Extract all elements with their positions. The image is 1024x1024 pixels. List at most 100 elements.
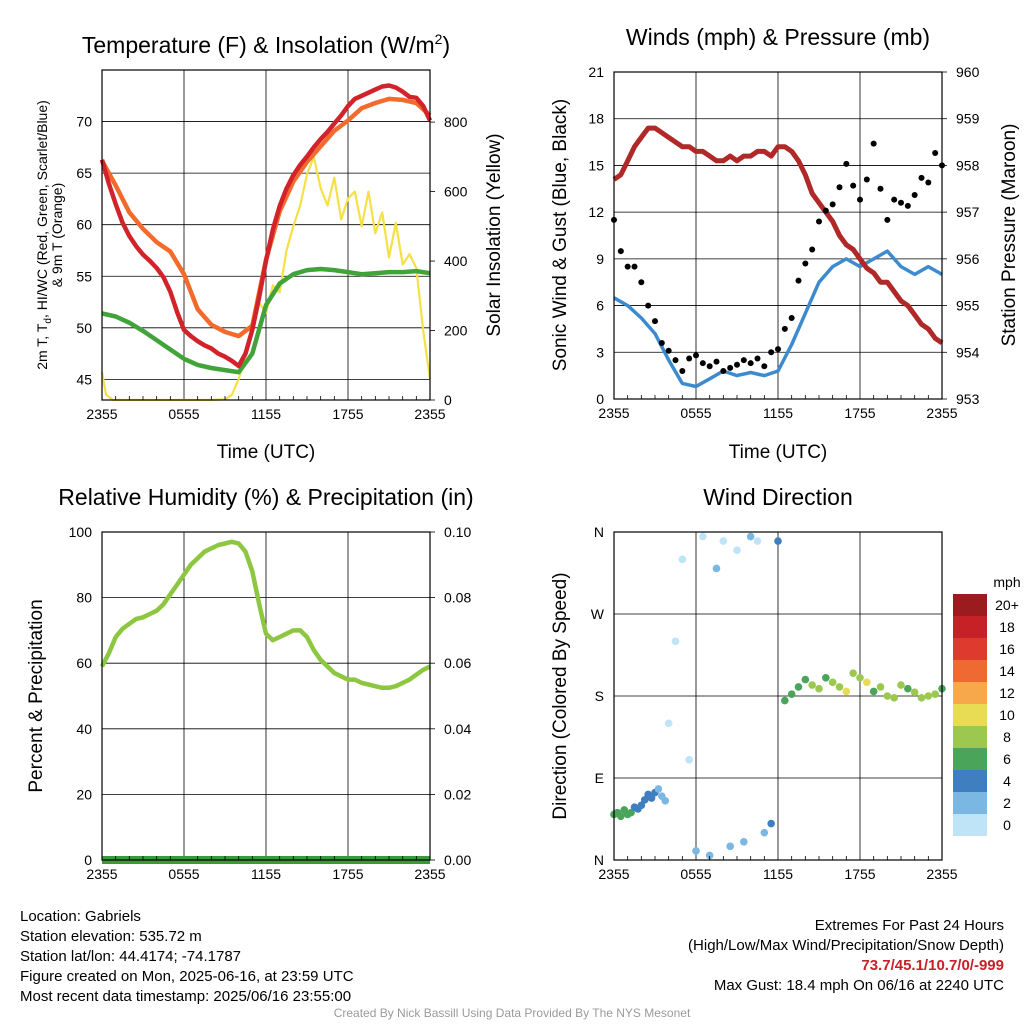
sonic-wind-line bbox=[613, 249, 943, 389]
x-tick-label: 2355 bbox=[598, 866, 629, 882]
gust-point bbox=[699, 360, 706, 367]
y-tick-label: 3 bbox=[596, 344, 604, 360]
gust-point bbox=[816, 218, 822, 225]
y-right-tick-label: 0.08 bbox=[444, 590, 471, 606]
gust-point bbox=[658, 339, 665, 346]
direction-point bbox=[822, 673, 830, 682]
x-tick-label: 1755 bbox=[844, 405, 875, 421]
gust-point bbox=[836, 184, 843, 191]
gust-point bbox=[775, 346, 781, 353]
direction-point bbox=[692, 847, 700, 855]
gust-point bbox=[720, 367, 727, 374]
x-tick-label: 2355 bbox=[598, 405, 629, 421]
y-right-tick-label: 956 bbox=[956, 251, 980, 267]
y-tick-label: 50 bbox=[76, 320, 92, 336]
direction-point bbox=[627, 808, 635, 817]
gust-point bbox=[638, 279, 645, 286]
gust-point bbox=[925, 179, 932, 186]
colorbar-label: 20+ bbox=[995, 597, 1019, 613]
y-right-tick-label: 958 bbox=[956, 157, 980, 173]
x-tick-label: 0555 bbox=[680, 405, 711, 421]
extremes-legend: (High/Low/Max Wind/Precipitation/Snow De… bbox=[688, 937, 1004, 954]
direction-point bbox=[774, 537, 782, 545]
y-tick-label: 20 bbox=[76, 786, 92, 802]
y-axis-label-right: Station Pressure (Maroon) bbox=[999, 124, 1020, 347]
direction-point bbox=[685, 755, 693, 764]
direction-point bbox=[726, 842, 734, 851]
x-tick-label: 2355 bbox=[86, 406, 117, 422]
extremes-info: Extremes For Past 24 Hours (High/Low/Max… bbox=[688, 916, 1004, 996]
y-tick-label: E bbox=[595, 770, 604, 786]
y-tick-label: 45 bbox=[76, 371, 92, 387]
colorbar-swatch bbox=[953, 748, 987, 770]
y-right-tick-label: 960 bbox=[956, 64, 980, 80]
gust-point bbox=[822, 207, 829, 214]
panel-title: Relative Humidity (%) & Precipitation (i… bbox=[58, 484, 473, 510]
y-tick-label: W bbox=[591, 606, 605, 622]
y-right-tick-label: 200 bbox=[444, 323, 468, 339]
gust-point bbox=[761, 363, 768, 370]
colorbar-label: 16 bbox=[999, 641, 1015, 657]
x-tick-label: 1755 bbox=[332, 866, 363, 882]
gust-point bbox=[713, 358, 720, 365]
y-tick-label: 15 bbox=[588, 157, 604, 173]
direction-point bbox=[856, 673, 864, 682]
x-axis-label: Time (UTC) bbox=[729, 442, 828, 463]
y-right-tick-label: 953 bbox=[956, 391, 980, 407]
y-tick-label: S bbox=[595, 688, 604, 704]
x-tick-label: 2355 bbox=[86, 866, 117, 882]
gust-point bbox=[645, 302, 652, 309]
direction-point bbox=[671, 637, 680, 646]
gust-point bbox=[932, 149, 939, 156]
direction-point bbox=[794, 683, 803, 691]
colorbar-label: 14 bbox=[999, 663, 1015, 679]
direction-point bbox=[828, 678, 837, 687]
y-tick-label: 9 bbox=[596, 251, 604, 267]
y-right-tick-label: 959 bbox=[956, 111, 980, 127]
x-tick-label: 1155 bbox=[251, 406, 281, 422]
x-tick-label: 2355 bbox=[414, 866, 445, 882]
y-tick-label: 65 bbox=[76, 165, 92, 181]
colorbar-swatch bbox=[953, 792, 987, 814]
direction-point bbox=[699, 532, 707, 541]
direction-point bbox=[815, 684, 823, 693]
direction-point bbox=[863, 678, 871, 687]
gust-point bbox=[734, 361, 740, 368]
direction-point bbox=[904, 684, 912, 693]
direction-point bbox=[753, 537, 762, 545]
extremes-values: 73.7/45.1/10.7/0/-999 bbox=[861, 957, 1004, 974]
winds-pressure-panel: Winds (mph) & Pressure (mb) 2355 0555 1155… bbox=[550, 24, 1020, 463]
colorbar-title: mph bbox=[993, 574, 1020, 590]
gust-point bbox=[857, 196, 863, 203]
y-tick-label: N bbox=[594, 852, 604, 868]
gust-point bbox=[686, 355, 693, 362]
colorbar-swatch bbox=[953, 594, 987, 616]
gust-point bbox=[795, 277, 802, 284]
y-tick-label: 55 bbox=[76, 268, 92, 284]
gust-point bbox=[904, 202, 911, 209]
direction-point bbox=[640, 796, 649, 804]
direction-point bbox=[910, 688, 919, 697]
gust-point bbox=[693, 352, 699, 359]
svg-text:2m T, Td, HI/WC (Red, Green, S: 2m T, Td, HI/WC (Red, Green, Scarlet/Blu… bbox=[34, 100, 54, 370]
y-tick-label: 70 bbox=[76, 114, 92, 130]
y-right-tick-label: 0 bbox=[444, 392, 452, 408]
direction-point bbox=[637, 801, 646, 810]
gust-point bbox=[679, 367, 686, 374]
gust-point bbox=[631, 263, 638, 270]
y-tick-label: 100 bbox=[69, 524, 93, 540]
x-tick-label: 0555 bbox=[168, 866, 199, 882]
y-tick-label: 80 bbox=[76, 590, 92, 606]
temperature-insolation-panel: Temperature (F) & Insolation (W/m2) 2355… bbox=[34, 31, 505, 463]
wind-direction-panel: Wind Direction 2355 0555 1155 1755 2355NESWN… bbox=[550, 484, 1021, 882]
gust-point bbox=[877, 185, 884, 192]
direction-point bbox=[654, 785, 663, 793]
direction-point bbox=[781, 696, 789, 705]
panel-title: Winds (mph) & Pressure (mb) bbox=[626, 24, 930, 50]
direction-point bbox=[760, 828, 769, 837]
y-tick-label: 6 bbox=[596, 298, 604, 314]
direction-point bbox=[661, 796, 670, 805]
direction-point bbox=[746, 532, 755, 541]
colorbar-swatch bbox=[953, 682, 987, 704]
y-tick-label: 60 bbox=[76, 655, 92, 671]
